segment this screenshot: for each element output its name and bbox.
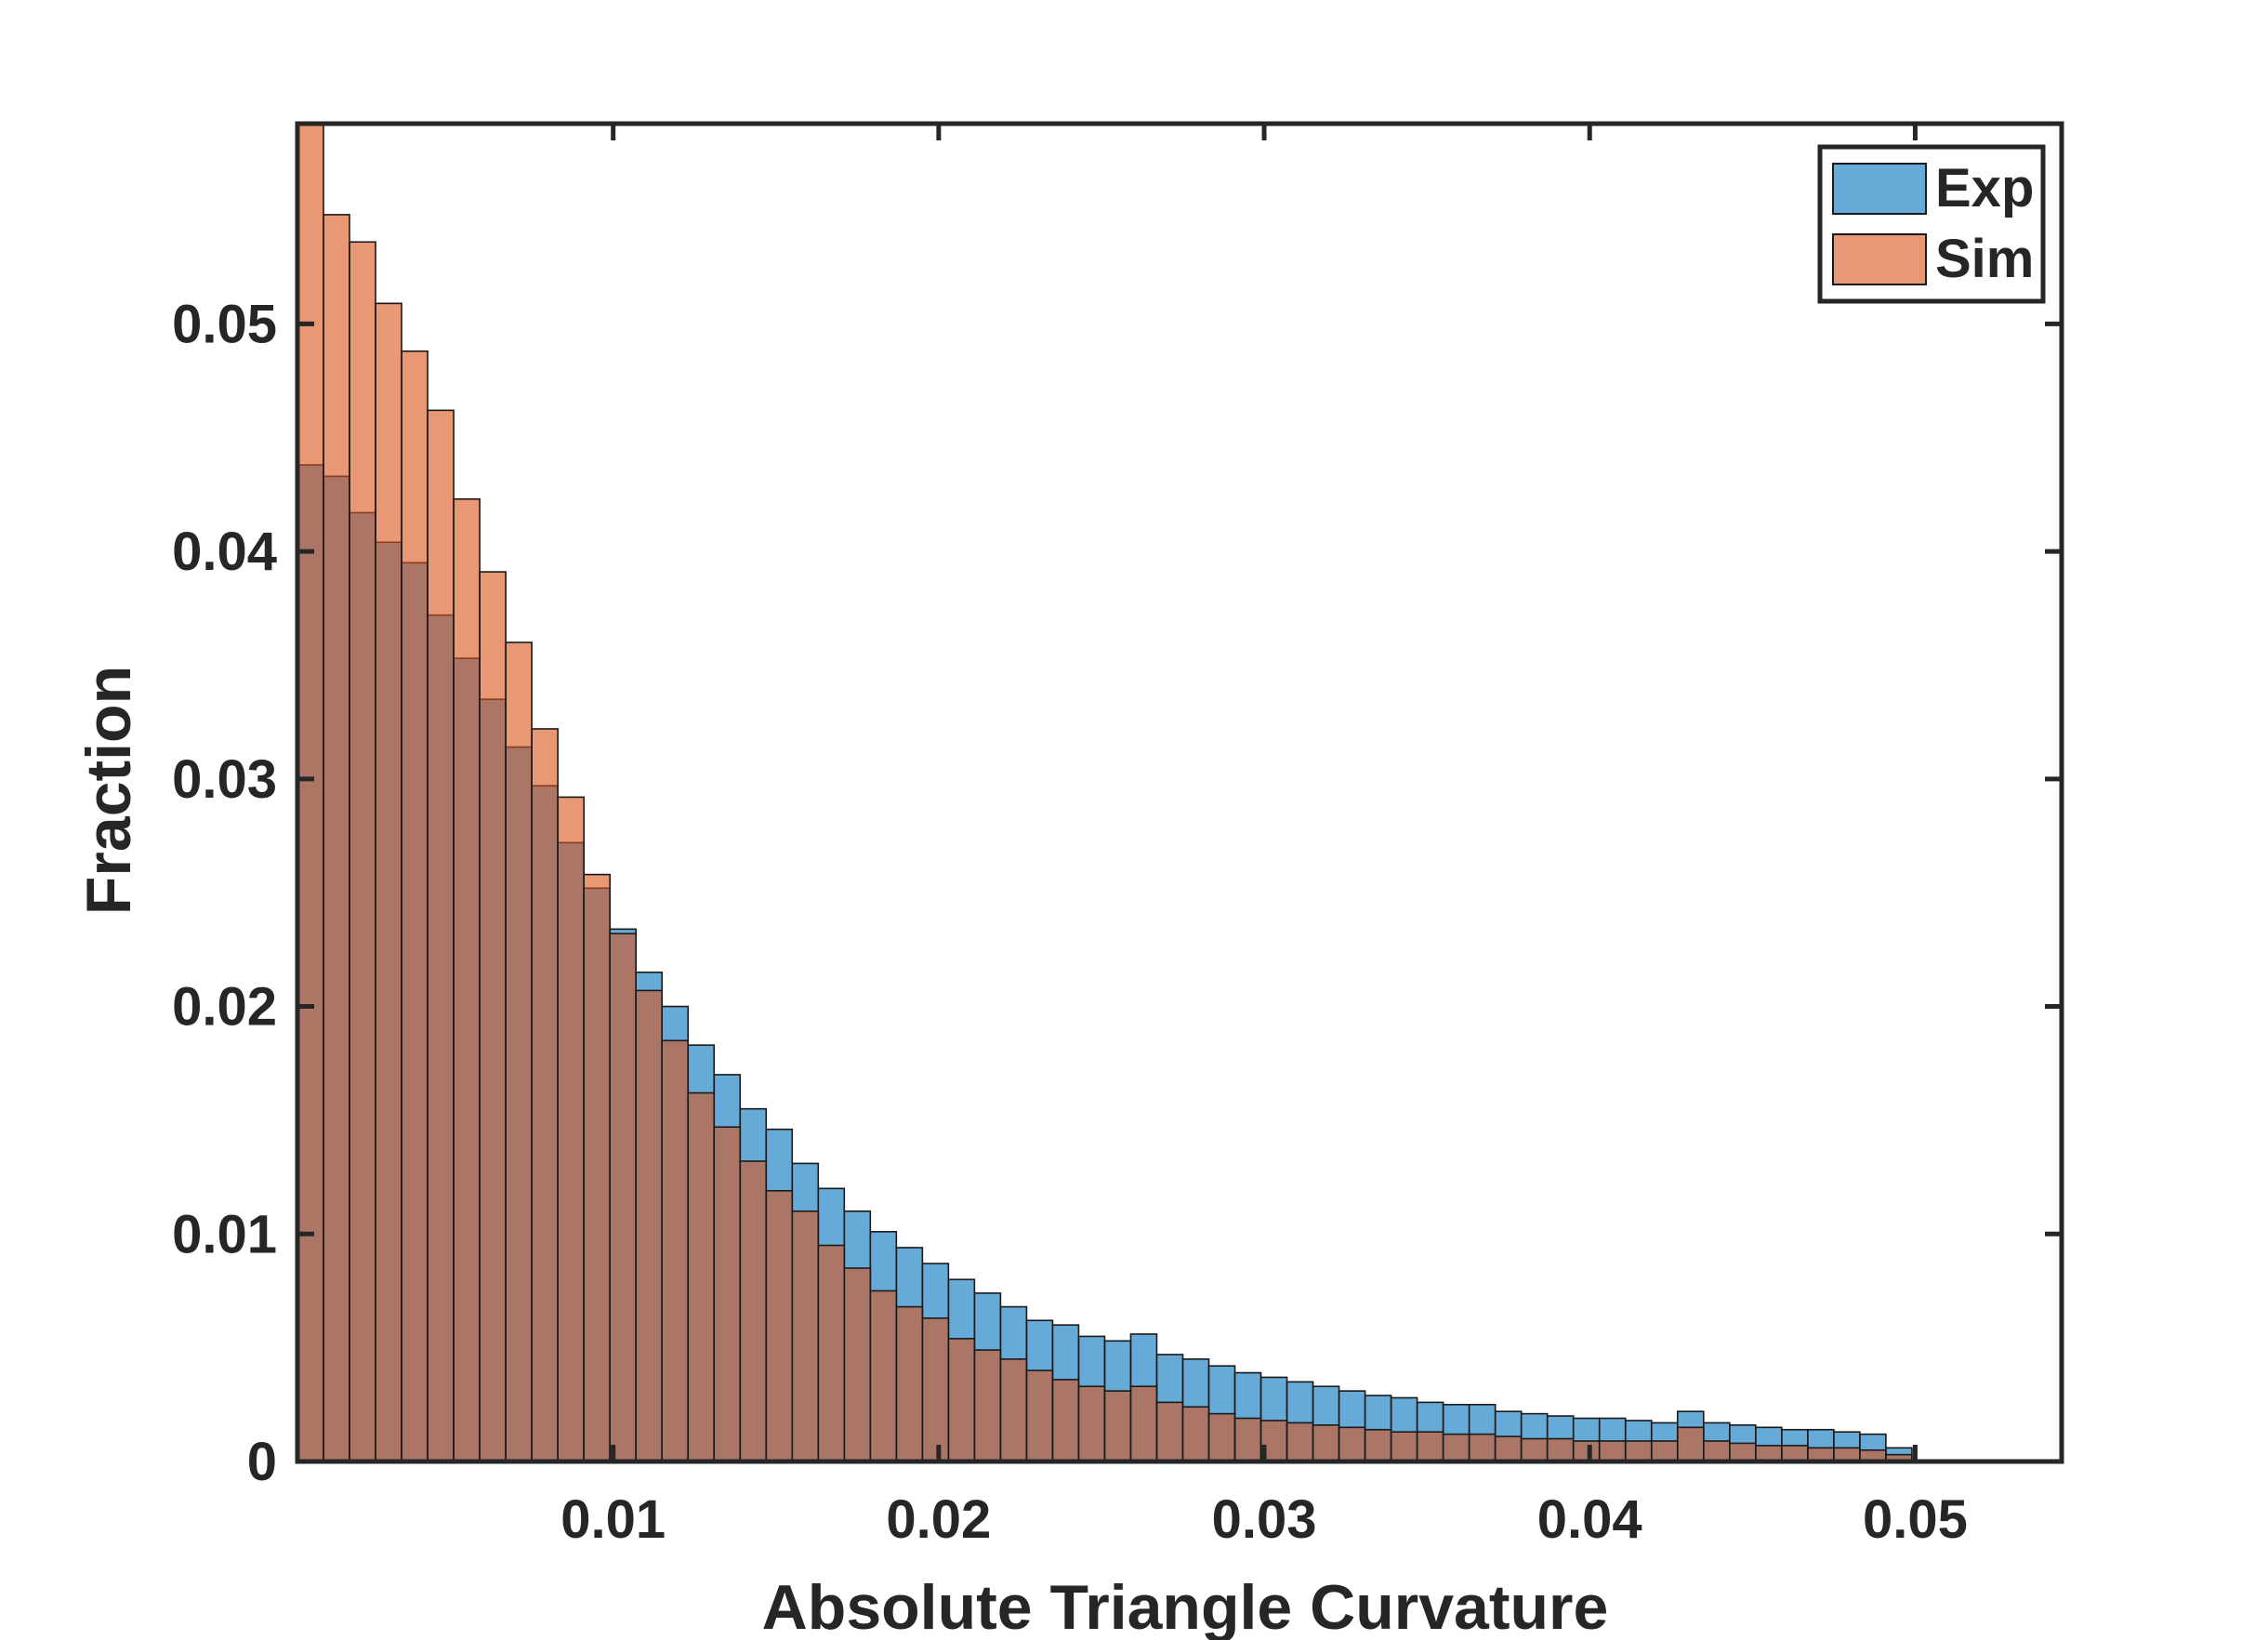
bar-sim-16 (713, 1126, 742, 1461)
bar-sim-34 (1181, 1406, 1210, 1461)
bar-sim-56 (1755, 1445, 1783, 1461)
x-tick-label: 0.01 (560, 1489, 666, 1550)
bar-sim-43 (1416, 1431, 1444, 1461)
bar-sim-40 (1338, 1426, 1366, 1461)
bar-sim-14 (661, 1039, 690, 1461)
legend: Exp Sim (1817, 144, 2046, 304)
bar-sim-36 (1233, 1417, 1262, 1461)
y-tick-label: 0.05 (172, 294, 277, 354)
y-tick-label: 0.04 (172, 522, 277, 582)
bar-sim-47 (1520, 1437, 1549, 1461)
bar-sim-3 (375, 302, 402, 1461)
bar-sim-22 (869, 1290, 898, 1461)
bar-sim-21 (843, 1267, 872, 1461)
bar-sim-29 (1051, 1379, 1080, 1461)
y-tick-label: 0.01 (172, 1204, 277, 1264)
bar-sim-30 (1077, 1385, 1106, 1461)
bar-sim-25 (947, 1338, 976, 1461)
legend-label-sim: Sim (1935, 229, 2034, 289)
bar-sim-5 (427, 409, 455, 1461)
bar-sim-0 (297, 124, 324, 1461)
legend-swatch-sim (1832, 233, 1927, 285)
bar-sim-42 (1390, 1431, 1418, 1461)
bar-sim-18 (765, 1189, 794, 1461)
bar-sim-2 (349, 241, 376, 1461)
y-tick-label: 0 (247, 1432, 277, 1492)
bar-sim-41 (1364, 1428, 1392, 1461)
y-axis-label: Fraction (73, 666, 144, 915)
bar-sim-27 (999, 1358, 1028, 1461)
bar-sim-33 (1155, 1401, 1184, 1461)
bar-sim-31 (1103, 1390, 1132, 1461)
bar-sim-15 (687, 1091, 716, 1461)
bar-sim-10 (557, 796, 585, 1461)
axes: 0.01 0.02 0.03 0.04 0.05 0 0.01 0.02 0.03 0.04 0.0… (172, 121, 2064, 1550)
bar-sim-26 (973, 1349, 1002, 1461)
bar-sim-13 (635, 989, 664, 1461)
x-tick-label: 0.05 (1863, 1489, 1968, 1550)
bar-sim-61 (1885, 1453, 1913, 1461)
bar-sim-4 (401, 350, 429, 1461)
bar-sim-32 (1129, 1385, 1158, 1461)
legend-swatch-exp (1832, 163, 1927, 215)
x-axis-label: Absolute Triangle Curvature (762, 1572, 1609, 1640)
bar-sim-45 (1468, 1433, 1497, 1461)
bar-sim-51 (1624, 1440, 1653, 1461)
x-tick-label: 0.02 (886, 1489, 991, 1550)
bar-sim-55 (1729, 1442, 1757, 1461)
bar-sim-50 (1598, 1440, 1627, 1461)
bar-sim-52 (1650, 1440, 1679, 1461)
y-tick-label: 0.02 (172, 977, 277, 1038)
bar-sim-8 (505, 641, 533, 1461)
bar-sim-28 (1025, 1369, 1054, 1461)
bar-sim-44 (1442, 1433, 1470, 1461)
bar-sim-53 (1676, 1426, 1705, 1461)
bar-sim-20 (817, 1244, 846, 1461)
legend-label-exp: Exp (1935, 158, 2034, 218)
bar-sim-35 (1207, 1412, 1236, 1461)
bar-sim-1 (323, 214, 350, 1461)
bar-sim-46 (1494, 1435, 1523, 1461)
bar-sim-38 (1286, 1422, 1314, 1461)
bar-sim-9 (531, 728, 559, 1461)
bar-sim-49 (1572, 1440, 1601, 1461)
bar-sim-48 (1546, 1437, 1575, 1461)
bar-sim-23 (895, 1305, 924, 1461)
bar-sim-54 (1703, 1440, 1731, 1461)
bar-sim-7 (479, 571, 507, 1461)
bar-sim-17 (739, 1160, 768, 1461)
bar-sim-57 (1781, 1445, 1809, 1461)
x-tick-label: 0.03 (1212, 1489, 1317, 1550)
axes-box (295, 121, 2064, 1464)
series-sim (297, 124, 1913, 1461)
bar-sim-6 (453, 497, 481, 1461)
bar-sim-12 (609, 932, 637, 1461)
x-tick-label: 0.04 (1537, 1489, 1642, 1550)
bar-sim-19 (791, 1210, 820, 1461)
y-tick-label: 0.03 (172, 749, 277, 810)
bar-sim-11 (583, 873, 611, 1461)
bar-sim-39 (1312, 1424, 1340, 1461)
bar-sim-24 (921, 1317, 950, 1461)
